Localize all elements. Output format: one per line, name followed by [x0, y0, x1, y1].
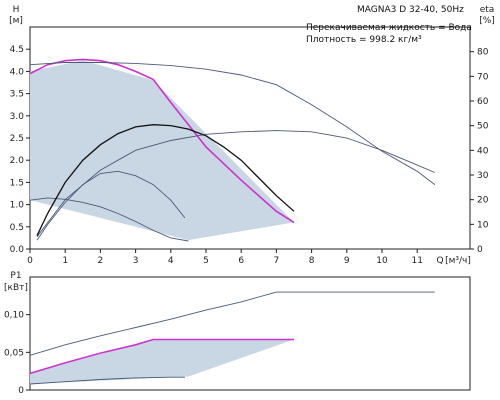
p1-tick-label: 0,10	[4, 311, 24, 321]
x-tick-label: 1	[62, 256, 68, 266]
series-max-speed-power	[29, 291, 435, 356]
y-tick-label: 3.5	[10, 90, 24, 100]
series-max-curve-power	[29, 338, 294, 375]
series-min-curve-power	[29, 376, 185, 385]
y2-tick-label: 80	[477, 48, 489, 58]
x-tick-label: 4	[168, 256, 174, 266]
density-info: Плотность = 998.2 кг/м³	[306, 35, 422, 45]
y-tick-label: 4.0	[10, 67, 25, 77]
series-max-curve	[29, 58, 295, 224]
x-tick-label: 3	[133, 256, 139, 266]
y-axis-unit: [м]	[9, 16, 23, 26]
y-axis-ticks: 0.0 0.5 1.0 1.5 2.0 2.5 3.0 3.5 4.0 4.5	[10, 45, 30, 255]
x-tick-label: 8	[309, 256, 315, 266]
x-tick-label: 0	[27, 256, 33, 266]
series-efficiency-min	[36, 170, 186, 241]
x-tick-label: 2	[98, 256, 104, 266]
operating-area-layer	[30, 60, 294, 241]
y2-axis-ticks: 0 10 20 30 40 50 60 70 80	[470, 48, 489, 255]
y2-tick-label: 20	[477, 196, 489, 206]
y-tick-label: 2.5	[10, 134, 24, 144]
x-tick-label: 9	[344, 256, 350, 266]
bottom-plot-frame	[29, 276, 471, 391]
p1-tick-label: 0,05	[4, 348, 24, 358]
fluid-info: Перекачиваемая жидкость = Вода	[306, 23, 472, 33]
y2-tick-label: 40	[477, 146, 489, 156]
p1-axis-label: P1	[10, 271, 21, 281]
y2-axis-unit: [%]	[479, 16, 495, 26]
y-tick-label: 0.5	[10, 223, 24, 233]
y-axis-ticks: 0 0,05 0,10	[4, 311, 30, 396]
y-tick-label: 0.0	[10, 245, 25, 255]
y2-tick-label: 70	[477, 72, 489, 82]
bottom-plot: 0 0,05 0,10 P1 [кВт]	[4, 271, 471, 396]
series-efficiency-black	[36, 124, 295, 236]
y2-tick-label: 30	[477, 171, 489, 181]
y-axis-label: H	[13, 5, 20, 15]
y2-tick-label: 60	[477, 97, 489, 107]
y-tick-label: 1.0	[10, 201, 25, 211]
x-axis-label: Q	[436, 256, 443, 266]
x-tick-label: 5	[203, 256, 209, 266]
y-tick-label: 3.0	[10, 112, 25, 122]
x-axis-ticks: 0 1 2 3 4 5 6 7 8 9 10 11	[27, 249, 423, 266]
operating-area	[30, 60, 294, 241]
y-tick-label: 1.5	[10, 178, 24, 188]
operating-area	[30, 339, 294, 384]
y2-axis-label: eta	[480, 5, 495, 15]
series-layer	[29, 58, 436, 242]
x-axis-unit: [м³/ч]	[445, 256, 471, 266]
operating-area-layer	[30, 339, 294, 384]
x-tick-label: 7	[274, 256, 280, 266]
y2-tick-label: 50	[477, 122, 489, 132]
series-max-speed-head	[29, 62, 436, 185]
y2-tick-label: 0	[477, 245, 483, 255]
pump-title: MAGNA3 D 32-40, 50Hz	[357, 5, 464, 15]
p1-tick-label: 0	[18, 386, 24, 396]
series-efficiency-max	[36, 130, 435, 237]
y-tick-label: 2.0	[10, 156, 25, 166]
x-tick-label: 6	[238, 256, 244, 266]
p1-axis-unit: [кВт]	[4, 283, 28, 293]
x-tick-label: 11	[411, 256, 422, 266]
y2-tick-label: 10	[477, 220, 489, 230]
series-layer	[29, 291, 435, 385]
y-tick-label: 4.5	[10, 45, 24, 55]
top-plot: 0 1 2 3 4 5 6 7 8 9 10 11 0.0 0.5 1.0 1.5 2.0 2.5 3.0 3.5 4…	[9, 5, 495, 266]
x-tick-label: 10	[376, 256, 388, 266]
